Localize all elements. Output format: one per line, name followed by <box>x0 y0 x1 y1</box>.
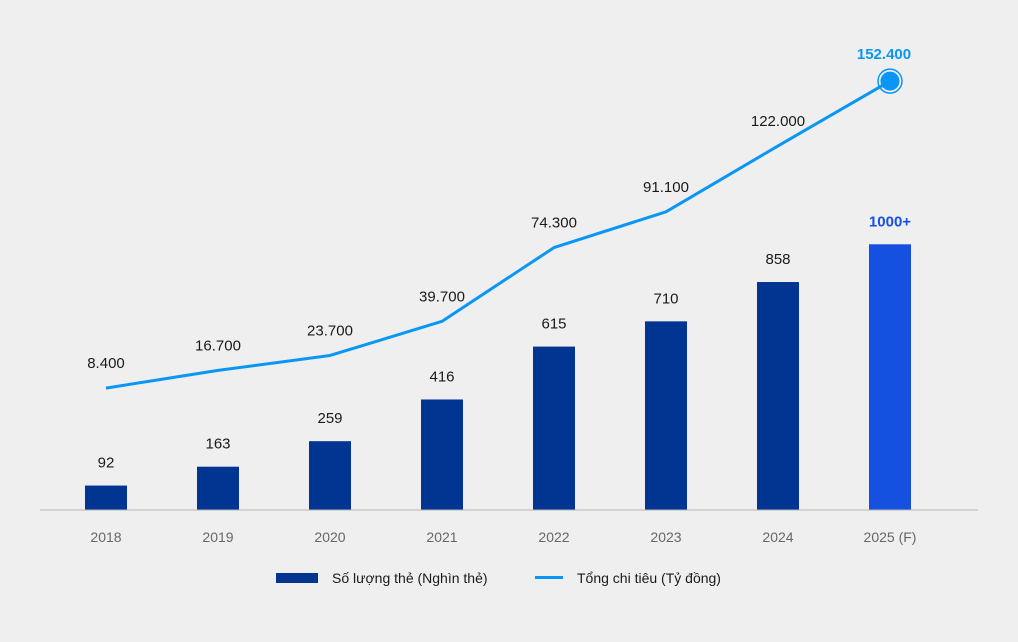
bar-2020 <box>309 441 351 510</box>
legend-label-line: Tổng chi tiêu (Tỷ đồng) <box>577 570 721 586</box>
x-tick-label: 2020 <box>314 529 345 545</box>
line-value-label: 91.100 <box>643 179 689 196</box>
line-value-label: 122.000 <box>751 113 805 130</box>
bar-value-label: 1000+ <box>869 213 911 230</box>
bar-value-label: 416 <box>429 368 454 385</box>
legend-swatch-bar <box>276 573 318 583</box>
line-value-label: 8.400 <box>87 355 125 372</box>
line-series <box>105 79 891 390</box>
x-tick-label: 2023 <box>650 529 681 545</box>
bar-value-label: 710 <box>653 290 678 307</box>
x-tick-label: 2019 <box>202 529 233 545</box>
bar-value-label: 163 <box>205 436 230 453</box>
line-value-label: 16.700 <box>195 337 241 354</box>
x-tick-label: 2025 (F) <box>864 529 917 545</box>
line-value-label: 152.400 <box>857 46 911 63</box>
line-point-ring <box>877 68 903 94</box>
bar-2025 (F) <box>869 244 911 511</box>
bar-2018 <box>85 485 127 510</box>
legend-label-bar: Số lượng thẻ (Nghìn thẻ) <box>332 570 488 586</box>
bar-value-label: 259 <box>317 410 342 427</box>
bar-value-label: 858 <box>765 251 790 268</box>
line-value-label: 23.700 <box>307 322 353 339</box>
bar-2019 <box>197 466 239 510</box>
bar-2022 <box>533 346 575 510</box>
x-tick-label: 2022 <box>538 529 569 545</box>
x-tick-label: 2018 <box>90 529 121 545</box>
x-tick-label: 2024 <box>762 529 793 545</box>
bar-2024 <box>757 282 799 510</box>
bar-2021 <box>421 399 463 510</box>
bar-value-label: 92 <box>98 455 115 472</box>
line-value-label: 74.300 <box>531 215 577 232</box>
line-value-label: 39.700 <box>419 288 465 305</box>
bar-value-label: 615 <box>541 316 566 333</box>
x-tick-label: 2021 <box>426 529 457 545</box>
legend: Số lượng thẻ (Nghìn thẻ) Tổng chi tiêu (… <box>276 570 721 586</box>
bar-2023 <box>645 321 687 510</box>
line-point <box>880 71 900 91</box>
legend-swatch-line <box>535 576 563 579</box>
